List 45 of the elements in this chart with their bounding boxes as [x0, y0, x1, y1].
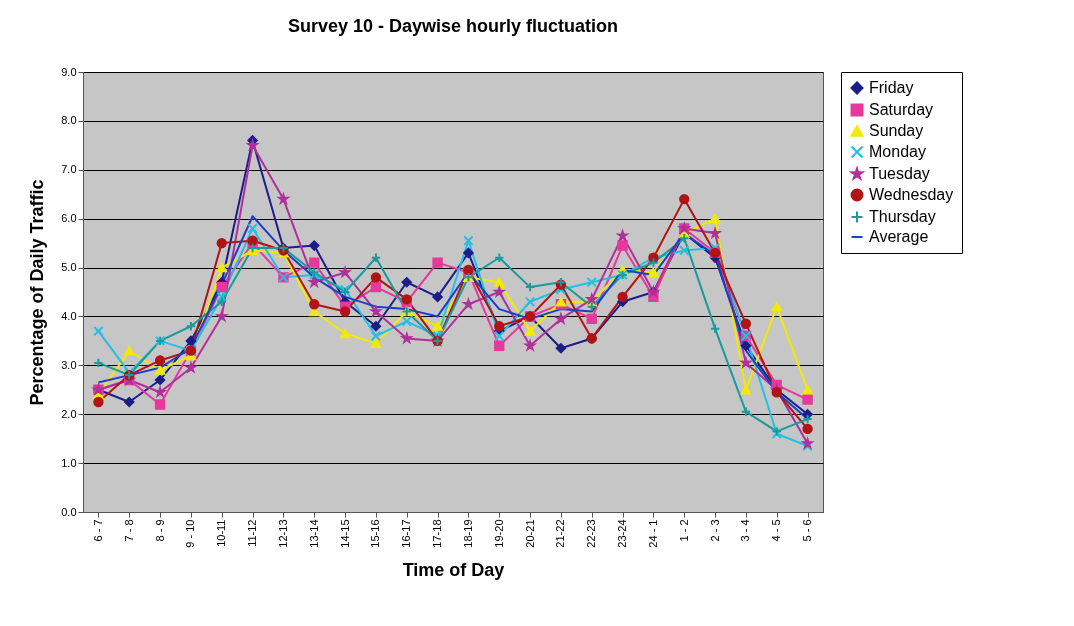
x-tick-label: 23-24 — [616, 519, 629, 548]
x-tick-label: 15-16 — [369, 519, 382, 548]
x-tick-label: 24 - 1 — [646, 519, 659, 548]
legend-label: Wednesday — [869, 186, 954, 203]
legend-label: Friday — [869, 79, 914, 96]
x-tick-label: 1 - 2 — [677, 519, 690, 542]
y-tick-label: 4.0 — [61, 309, 77, 322]
legend-label: Sunday — [869, 122, 924, 139]
y-tick-label: 8.0 — [61, 114, 77, 127]
x-tick-label: 6 - 7 — [91, 519, 104, 542]
x-axis-title: Time of Day — [402, 559, 505, 580]
x-tick-label: 10-11 — [215, 519, 228, 547]
legend-label: Saturday — [869, 101, 934, 118]
x-tick-label: 18-19 — [461, 519, 474, 548]
x-tick-label: 19-20 — [492, 519, 505, 548]
y-tick-label: 2.0 — [61, 407, 77, 420]
x-tick-label: 22-23 — [585, 519, 598, 548]
y-tick-label: 5.0 — [61, 261, 77, 274]
x-tick-label: 21-22 — [554, 519, 567, 548]
x-tick-label: 17-18 — [431, 519, 444, 548]
chart-title: Survey 10 - Daywise hourly fluctuation — [287, 16, 619, 36]
x-tick-label: 20-21 — [523, 519, 536, 548]
x-tick-label: 4 - 5 — [770, 519, 783, 542]
legend-label: Average — [869, 228, 929, 245]
y-tick-label: 6.0 — [61, 212, 77, 225]
x-tick-label: 14-15 — [338, 519, 351, 548]
x-tick-label: 2 - 3 — [708, 519, 721, 542]
y-axis-title: Percentage of Daily Traffic — [27, 179, 48, 406]
x-tick-label: 13-14 — [307, 519, 320, 548]
legend-label: Monday — [869, 143, 926, 160]
x-tick-label: 7 - 8 — [122, 519, 135, 542]
y-tick-label: 9.0 — [61, 65, 77, 78]
y-tick-label: 1.0 — [61, 456, 77, 469]
x-tick-label: 3 - 4 — [739, 519, 752, 542]
x-tick-label: 5 - 6 — [801, 519, 814, 542]
x-tick-label: 16-17 — [400, 519, 413, 548]
y-tick-label: 7.0 — [61, 163, 77, 176]
y-tick-label: 0.0 — [61, 505, 77, 518]
legend-label: Thursday — [869, 208, 936, 225]
x-tick-label: 12-13 — [276, 519, 289, 548]
x-tick-label: 8 - 9 — [153, 519, 166, 542]
x-tick-label: 9 - 10 — [184, 519, 197, 548]
legend-label: Tuesday — [869, 165, 930, 182]
x-tick-label: 11-12 — [246, 519, 259, 547]
y-tick-label: 3.0 — [61, 358, 77, 371]
